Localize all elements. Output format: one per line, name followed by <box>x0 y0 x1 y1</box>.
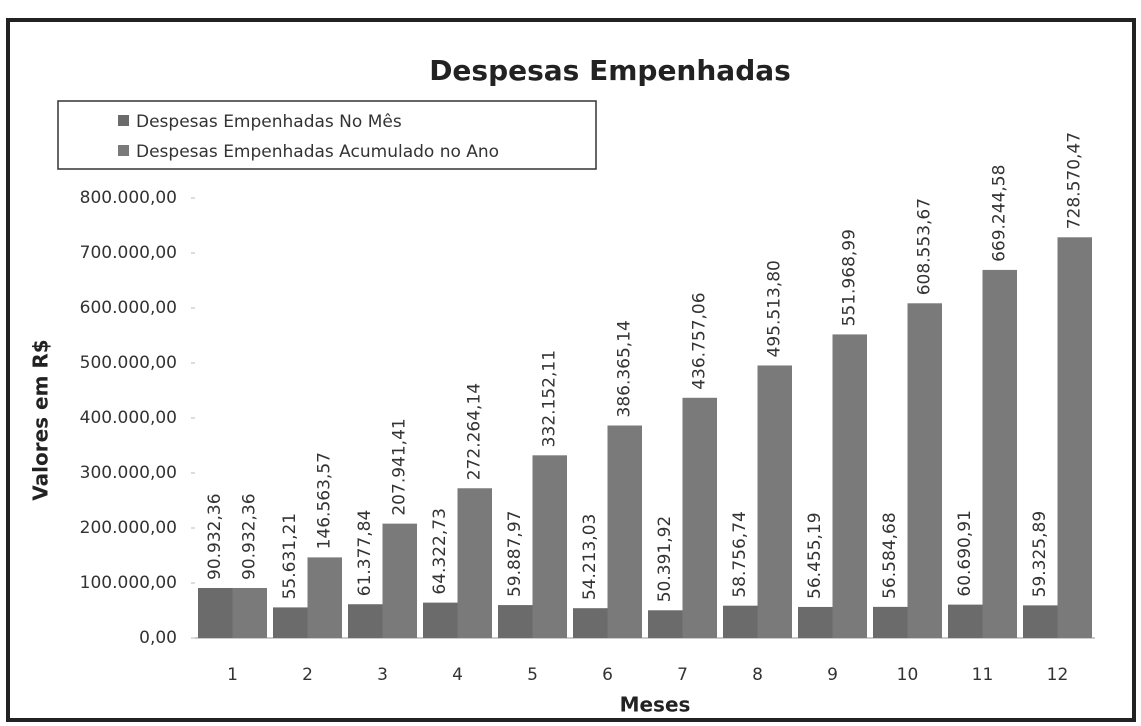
x-tick-label: 2 <box>302 665 313 685</box>
bar <box>682 397 717 638</box>
bar <box>1023 605 1058 638</box>
y-tick-label: 100.000,00 <box>80 573 177 593</box>
y-tick-label: 300.000,00 <box>80 463 177 483</box>
data-label: 60.690,91 <box>955 510 975 597</box>
data-label: 495.513,80 <box>765 260 785 357</box>
bar <box>457 488 492 638</box>
bar <box>307 557 342 638</box>
data-label: 272.264,14 <box>465 383 485 480</box>
data-label: 56.584,68 <box>880 512 900 599</box>
bar <box>832 334 867 638</box>
data-label: 669.244,58 <box>990 165 1010 262</box>
data-label: 50.391,92 <box>655 516 675 603</box>
bar <box>757 365 792 638</box>
bar <box>382 523 417 638</box>
bar <box>723 605 758 638</box>
bar <box>573 608 608 638</box>
bar <box>982 269 1017 638</box>
x-tick-label: 4 <box>452 665 463 685</box>
legend-swatch <box>118 115 129 126</box>
bar <box>423 602 458 638</box>
bar <box>1057 237 1092 638</box>
data-label: 146.563,57 <box>315 452 335 549</box>
x-tick-label: 3 <box>377 665 388 685</box>
bar <box>348 604 383 638</box>
y-tick-label: 600.000,00 <box>80 298 177 318</box>
x-tick-label: 11 <box>972 665 994 685</box>
data-label: 59.325,89 <box>1030 511 1050 598</box>
x-tick-label: 5 <box>527 665 538 685</box>
y-axis-label: Valores em R$ <box>29 339 53 500</box>
y-tick-label: 700.000,00 <box>80 243 177 263</box>
data-label: 332.152,11 <box>540 350 560 447</box>
bar <box>232 587 267 638</box>
legend-swatch <box>118 145 129 156</box>
data-label: 55.631,21 <box>280 513 300 600</box>
data-label: 61.377,84 <box>355 510 375 597</box>
y-tick-label: 400.000,00 <box>80 408 177 428</box>
x-tick-label: 10 <box>897 665 919 685</box>
data-label: 90.932,36 <box>205 493 225 580</box>
bar <box>273 607 308 638</box>
legend-label: Despesas Empenhadas Acumulado no Ano <box>136 142 499 162</box>
data-label: 728.570,47 <box>1065 132 1085 229</box>
data-label: 386.365,14 <box>615 320 635 417</box>
y-tick-label: 500.000,00 <box>80 353 177 373</box>
legend-label: Despesas Empenhadas No Mês <box>136 112 402 132</box>
x-tick-label: 6 <box>602 665 613 685</box>
data-label: 58.756,74 <box>730 511 750 598</box>
y-tick-label: 800.000,00 <box>80 188 177 208</box>
data-label: 64.322,73 <box>430 508 450 595</box>
data-label: 551.968,99 <box>840 229 860 326</box>
y-tick-label: 0,00 <box>139 628 177 648</box>
data-label: 436.757,06 <box>690 292 710 389</box>
data-label: 90.932,36 <box>240 493 260 580</box>
x-tick-label: 7 <box>677 665 688 685</box>
bar <box>498 605 533 638</box>
bar <box>798 606 833 638</box>
chart-title: Despesas Empenhadas <box>429 54 791 87</box>
bar <box>648 610 683 638</box>
data-label: 59.887,97 <box>505 511 525 598</box>
bar <box>532 455 567 638</box>
data-label: 207.941,41 <box>390 418 410 515</box>
x-tick-label: 9 <box>827 665 838 685</box>
data-label: 608.553,67 <box>915 198 935 295</box>
legend <box>57 100 597 170</box>
bar <box>948 604 983 638</box>
bar <box>198 587 233 638</box>
bar <box>907 303 942 638</box>
bar <box>873 606 908 638</box>
x-tick-label: 8 <box>752 665 763 685</box>
bar <box>607 425 642 638</box>
x-axis-label: Meses <box>620 693 691 717</box>
data-label: 54.213,03 <box>580 514 600 601</box>
y-tick-label: 200.000,00 <box>80 518 177 538</box>
x-tick-label: 12 <box>1047 665 1069 685</box>
data-label: 56.455,19 <box>805 512 825 599</box>
x-tick-label: 1 <box>227 665 238 685</box>
